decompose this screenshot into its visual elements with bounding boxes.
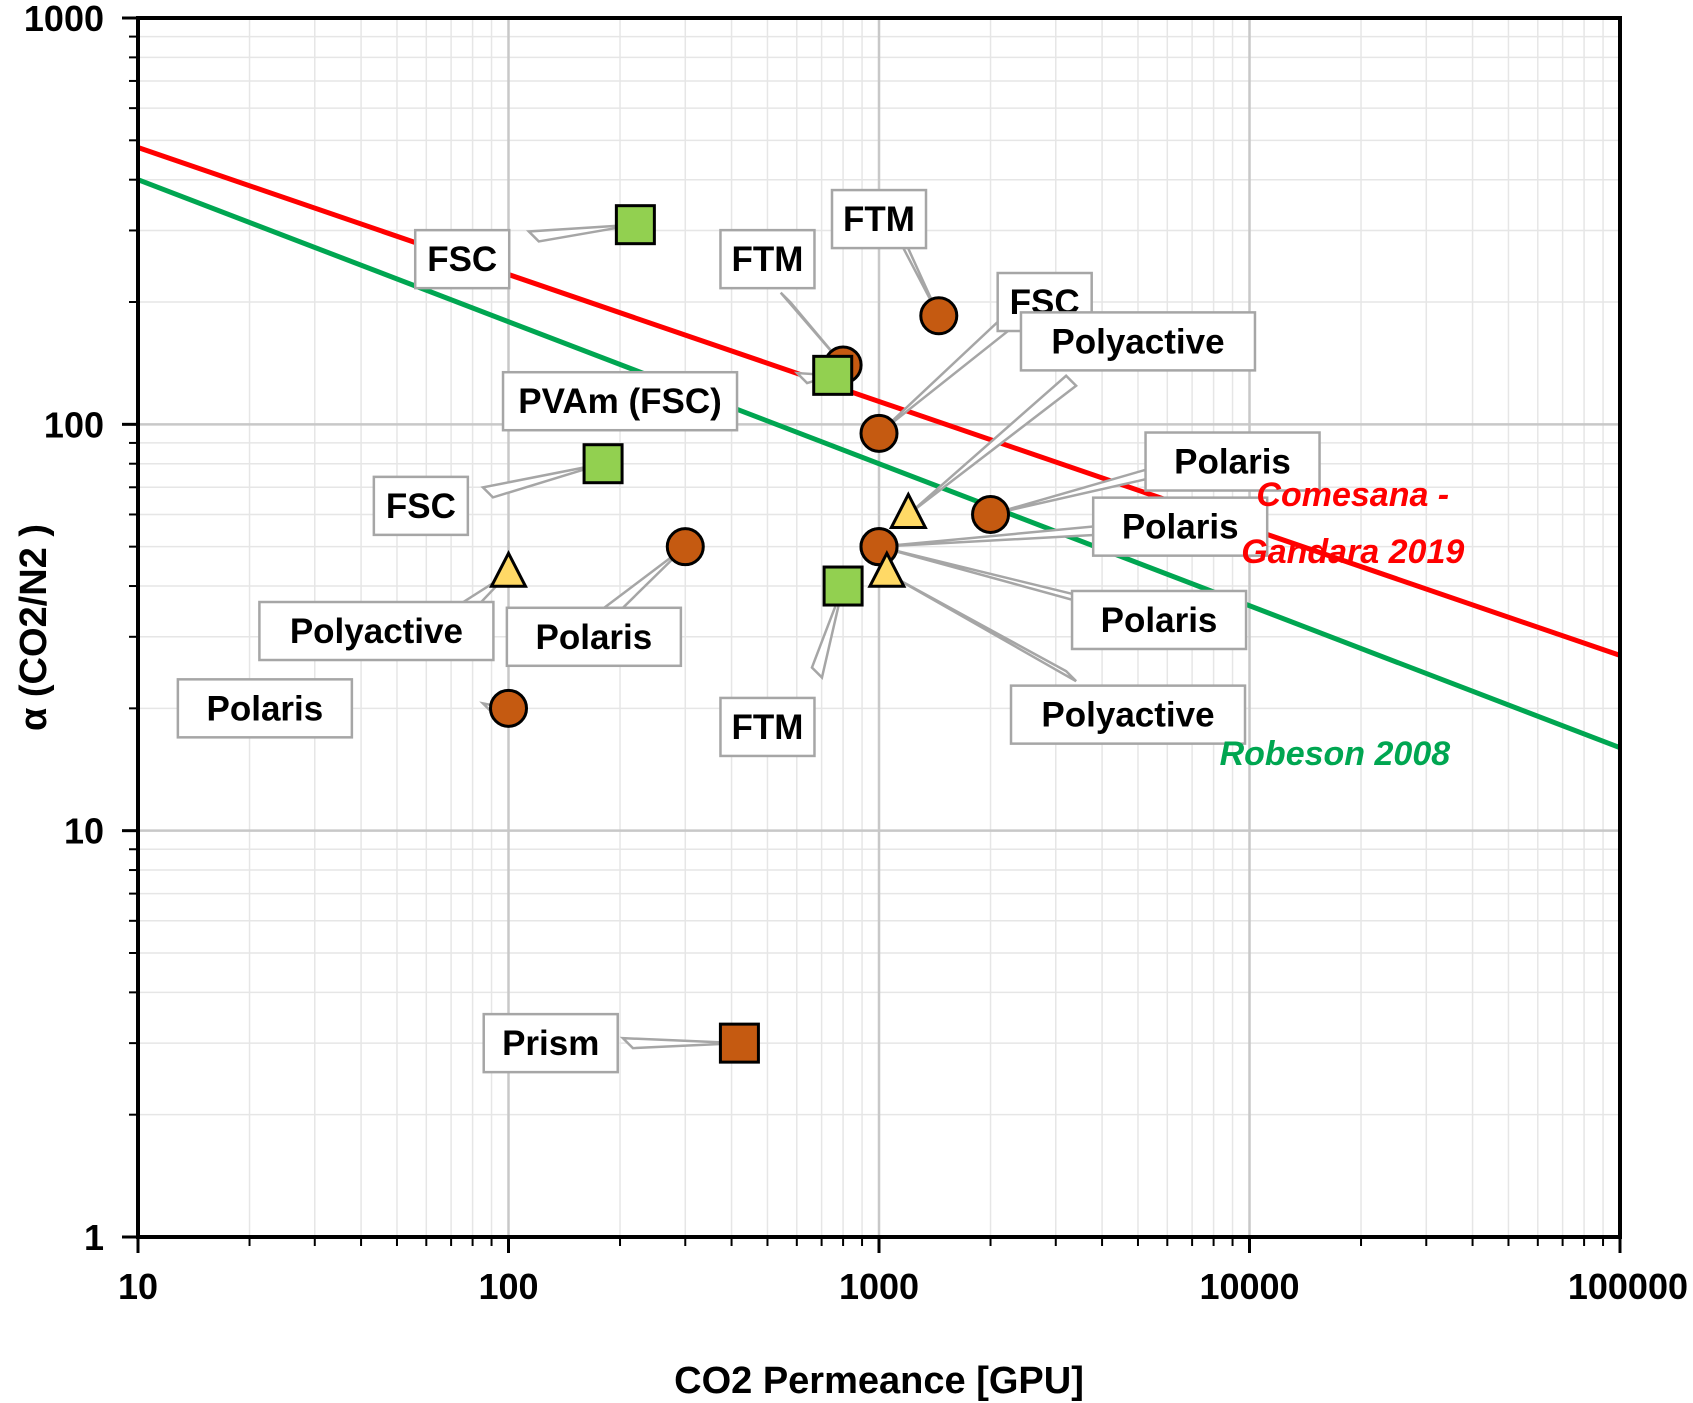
callout: Polaris bbox=[1144, 431, 1321, 492]
callout-leader bbox=[810, 585, 845, 681]
y-axis-title: α (CO2/N2 ) bbox=[13, 524, 55, 731]
callout-label: FSC bbox=[386, 487, 456, 526]
callout: Polyactive bbox=[1019, 311, 1257, 372]
callout: FSC bbox=[372, 475, 470, 537]
callout-box bbox=[258, 600, 495, 662]
callout-label: FTM bbox=[732, 708, 804, 747]
callout: FSC bbox=[413, 228, 511, 290]
circle-marker bbox=[919, 296, 959, 336]
callout-label: Polyactive bbox=[1041, 696, 1214, 735]
callout-label: Polyactive bbox=[290, 612, 463, 651]
comesana-gandara-line bbox=[137, 145, 1621, 658]
callout-box bbox=[501, 370, 739, 432]
callout-leader bbox=[525, 223, 636, 243]
callout-box bbox=[1070, 589, 1248, 651]
comesana-gandara-line-label-line: Comesana - bbox=[1256, 476, 1449, 514]
circle-marker bbox=[665, 527, 705, 567]
callout-leader bbox=[480, 462, 604, 499]
callout-box bbox=[719, 696, 816, 758]
callout-label: Polaris bbox=[1174, 443, 1291, 482]
callout: Polaris bbox=[1070, 589, 1248, 651]
callout-label: Polyactive bbox=[1051, 322, 1224, 361]
callout-leader bbox=[886, 572, 1077, 683]
callout-leader bbox=[779, 291, 845, 366]
callout-box bbox=[372, 475, 470, 537]
callout: Polaris bbox=[176, 678, 354, 739]
green-square-marker bbox=[614, 204, 656, 246]
callout-box bbox=[1009, 684, 1247, 745]
callout-box bbox=[1091, 496, 1269, 557]
comesana-gandara-line-label-line: Gandara 2019 bbox=[1241, 533, 1464, 571]
callout-label: Prism bbox=[502, 1024, 599, 1063]
triangle-marker bbox=[888, 491, 928, 529]
callout: Polaris bbox=[505, 606, 683, 668]
robeson-line-label: Robeson 2008 bbox=[1220, 735, 1451, 773]
x-tick-label: 100000 bbox=[1568, 1266, 1688, 1307]
callout-leader bbox=[907, 374, 1079, 516]
trade-off-lines bbox=[137, 145, 1621, 751]
callout: FTM bbox=[830, 188, 928, 250]
line-labels: Comesana - Gandara 2019 Robeson 2008 bbox=[1220, 476, 1465, 773]
callout-label: PVAm (FSC) bbox=[518, 382, 722, 421]
x-tick-label: 1000 bbox=[839, 1266, 919, 1307]
callout-box bbox=[719, 228, 816, 290]
callout-box bbox=[1144, 431, 1321, 492]
axis-titles: CO2 Permeance [GPU] α (CO2/N2 ) bbox=[13, 524, 1084, 1402]
callout-box bbox=[413, 228, 511, 290]
callout-box bbox=[176, 678, 354, 739]
callout: PVAm (FSC) bbox=[501, 370, 739, 432]
callout: FTM bbox=[719, 228, 816, 290]
callout-leader bbox=[878, 315, 1015, 435]
triangle-marker bbox=[867, 549, 907, 588]
robeson-line bbox=[137, 177, 1621, 751]
callout: FTM bbox=[719, 696, 816, 758]
triangle-marker bbox=[489, 549, 528, 588]
circle-marker bbox=[971, 494, 1011, 534]
callout-label: Polaris bbox=[207, 689, 324, 728]
callout-leader bbox=[619, 1036, 740, 1050]
callout-label: FTM bbox=[732, 240, 804, 279]
robeson-line-label-line: Robeson 2008 bbox=[1220, 735, 1451, 773]
green-square-marker bbox=[812, 354, 854, 396]
callout-box bbox=[1019, 311, 1257, 372]
callout: Polyactive bbox=[258, 600, 495, 662]
data-points bbox=[489, 204, 1011, 1064]
y-tick-label: 10 bbox=[64, 811, 104, 852]
callout: Polaris bbox=[1091, 496, 1269, 557]
callout: Polyactive bbox=[1009, 684, 1247, 745]
callout-label: Polaris bbox=[536, 618, 653, 657]
orange-square-marker bbox=[718, 1022, 760, 1064]
callout-label: FSC bbox=[427, 240, 497, 279]
callout-box bbox=[482, 1012, 619, 1074]
callout-label: Polaris bbox=[1122, 508, 1239, 547]
x-axis-title: CO2 Permeance [GPU] bbox=[674, 1360, 1084, 1402]
y-tick-label: 100 bbox=[44, 404, 104, 445]
callout-box bbox=[830, 188, 928, 250]
comesana-gandara-line-label: Comesana - Gandara 2019 bbox=[1241, 476, 1464, 571]
callout-labels: Polaris Polaris FTM FTM FSC Polaris Polaris Pol… bbox=[176, 188, 1321, 1074]
callout: Prism bbox=[482, 1012, 619, 1074]
callout-box bbox=[505, 606, 683, 668]
grid bbox=[138, 18, 1620, 1237]
callout-label: FTM bbox=[843, 200, 915, 239]
x-tick-label: 10000 bbox=[1199, 1266, 1299, 1307]
green-square-marker bbox=[582, 443, 624, 485]
x-tick-label: 10 bbox=[118, 1266, 158, 1307]
callout-label: Polaris bbox=[1101, 601, 1218, 640]
y-tick-label: 1 bbox=[84, 1217, 104, 1258]
circle-marker bbox=[859, 413, 899, 453]
y-tick-label: 1000 bbox=[24, 0, 104, 39]
green-square-marker bbox=[822, 565, 864, 607]
x-tick-label: 100 bbox=[478, 1266, 538, 1307]
axis-ticks: 10 100 1000 10000 100000 1 10 100 1000 bbox=[24, 0, 1688, 1307]
circle-marker bbox=[489, 688, 528, 728]
